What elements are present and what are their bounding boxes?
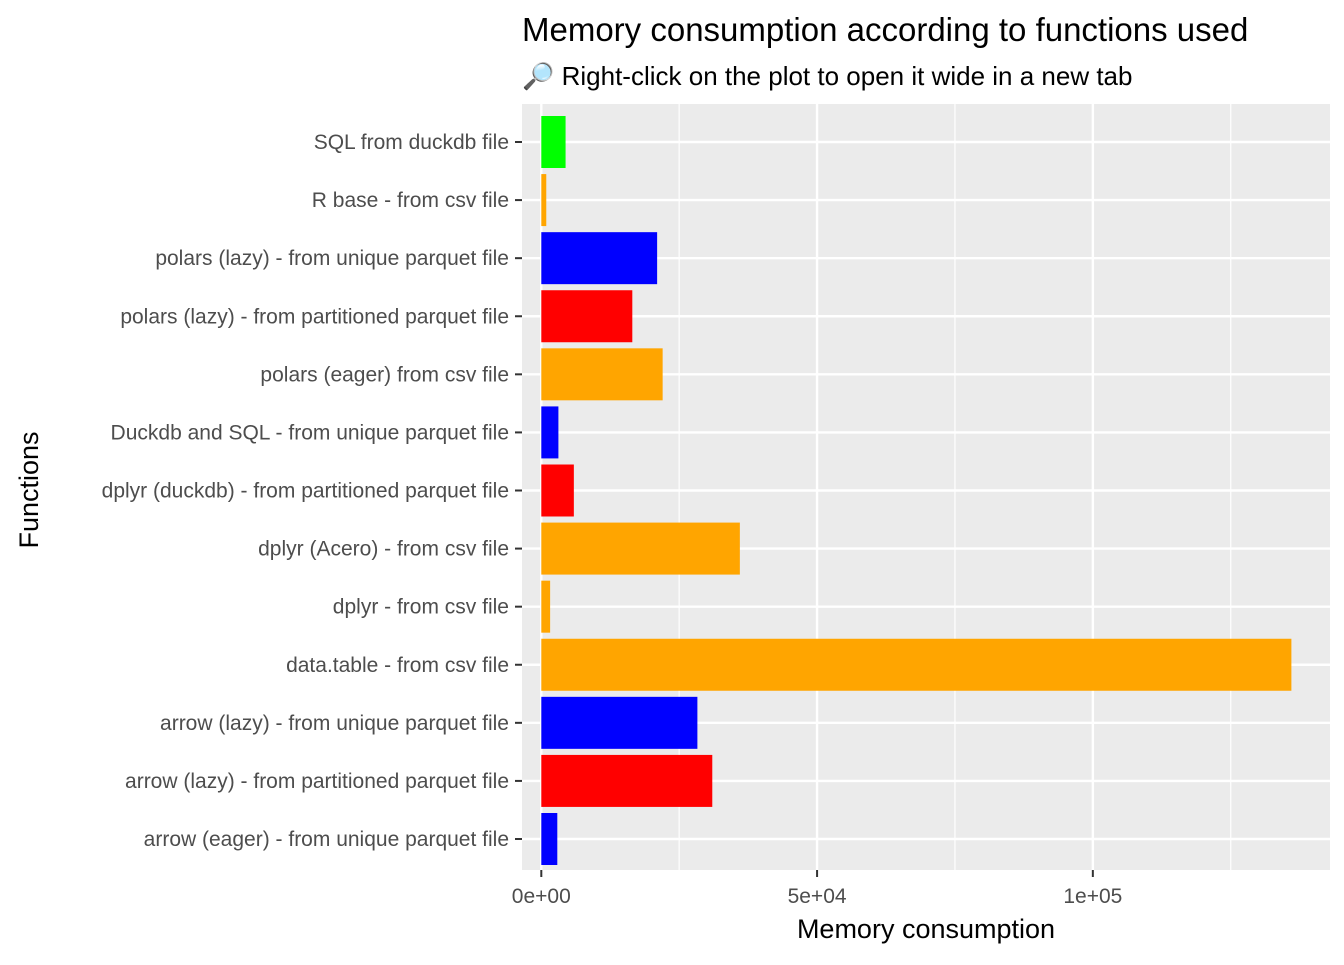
bar-1[interactable] [541,174,547,227]
y-tick-label-0: SQL from duckdb file [314,131,509,154]
bar-11[interactable] [541,754,713,807]
bar-9[interactable] [541,638,1292,691]
bar-12[interactable] [541,813,558,865]
y-tick-label-11: arrow (lazy) - from partitioned parquet … [125,770,509,793]
bar-10[interactable] [541,696,698,749]
y-tick-label-10: arrow (lazy) - from unique parquet file [160,712,509,735]
bar-2[interactable] [541,232,658,285]
y-tick-label-7: dplyr (Acero) - from csv file [258,538,509,561]
y-tick-label-2: polars (lazy) - from unique parquet file [155,247,509,270]
y-tick-label-4: polars (eager) from csv file [260,363,509,386]
chart-subtitle: 🔎 Right-click on the plot to open it wid… [522,59,1132,91]
bar-8[interactable] [541,580,551,633]
x-axis: 0e+00 5e+04 1e+05 [512,870,1122,908]
y-axis: SQL from duckdb file R base - from csv fi… [102,131,522,851]
x-tick-label-0: 0e+00 [512,885,571,908]
y-axis-title: Functions [14,431,44,548]
bar-7[interactable] [541,522,740,575]
bar-0[interactable] [541,116,566,168]
y-tick-label-12: arrow (eager) - from unique parquet file [144,828,509,851]
y-tick-label-5: Duckdb and SQL - from unique parquet fil… [111,421,509,444]
y-tick-label-6: dplyr (duckdb) - from partitioned parque… [102,480,509,503]
chart-title: Memory consumption according to function… [522,11,1248,48]
x-tick-label-2: 1e+05 [1063,885,1122,908]
y-tick-label-3: polars (lazy) - from partitioned parquet… [120,305,509,328]
x-tick-label-1: 5e+04 [788,885,847,908]
bar-4[interactable] [541,348,663,401]
y-tick-label-9: data.table - from csv file [286,654,509,677]
bars-group [541,116,1292,865]
y-tick-label-1: R base - from csv file [312,189,509,212]
bar-3[interactable] [541,290,633,343]
bar-6[interactable] [541,464,574,517]
bar-5[interactable] [541,406,559,459]
y-tick-label-8: dplyr - from csv file [333,596,509,619]
x-axis-title: Memory consumption [797,914,1055,944]
